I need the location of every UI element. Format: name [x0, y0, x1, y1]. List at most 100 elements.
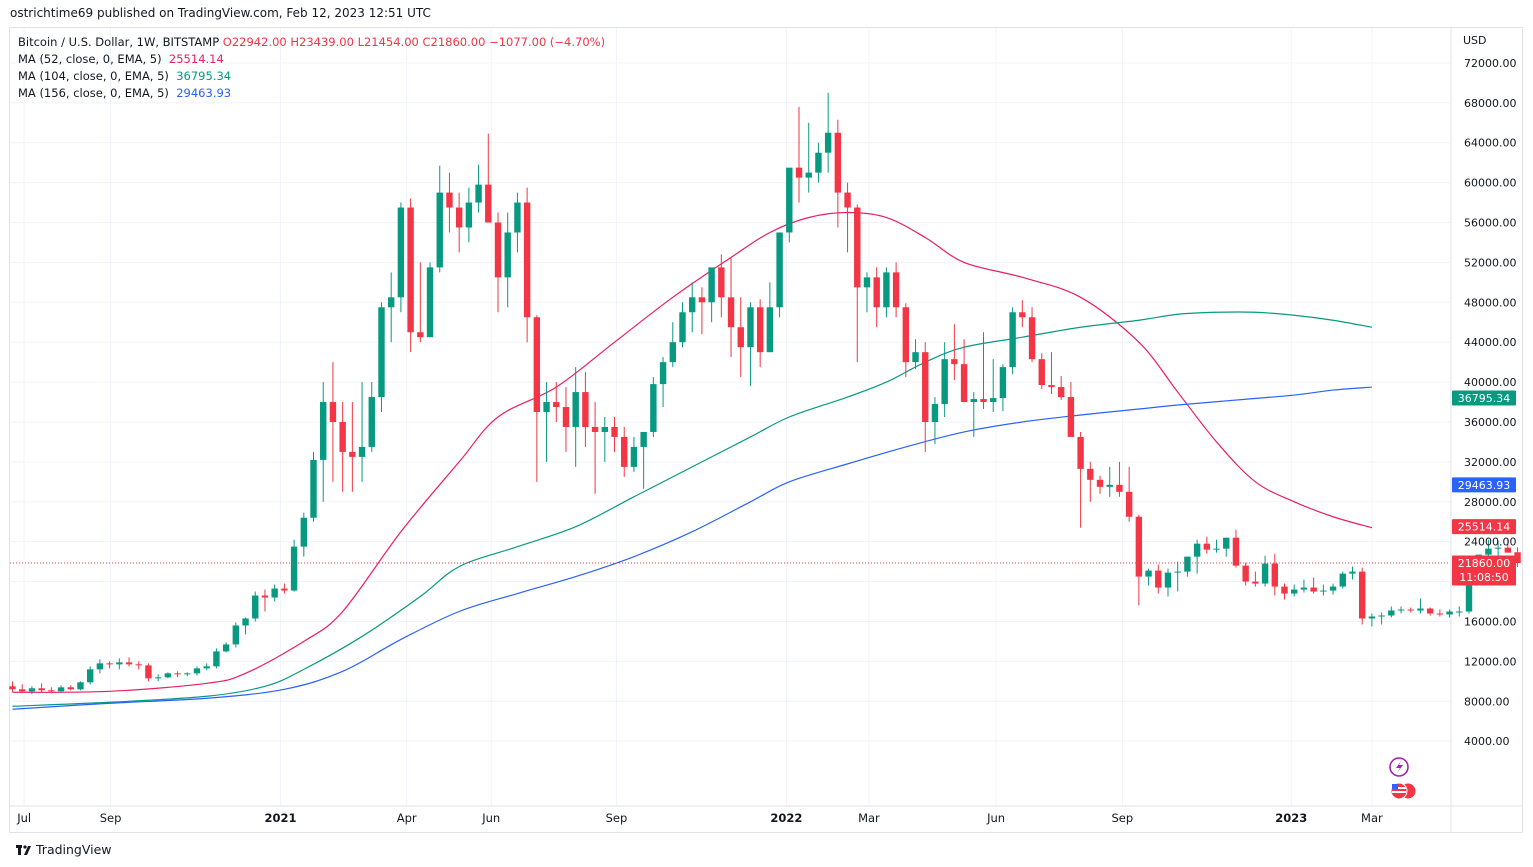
candle[interactable] — [931, 397, 939, 444]
candle[interactable] — [116, 658, 123, 670]
candle[interactable] — [960, 339, 968, 403]
candle[interactable] — [1485, 539, 1492, 558]
candle[interactable] — [873, 267, 880, 328]
us-flag-icon[interactable] — [1390, 782, 1417, 800]
candle[interactable] — [1417, 598, 1424, 614]
candle[interactable] — [426, 262, 434, 338]
candle[interactable] — [86, 666, 94, 685]
candle[interactable] — [863, 272, 871, 313]
candle[interactable] — [1213, 539, 1220, 553]
candle[interactable] — [77, 681, 84, 691]
candle[interactable] — [1009, 307, 1016, 375]
candle[interactable] — [747, 302, 754, 387]
candle[interactable] — [795, 106, 803, 203]
candle[interactable] — [455, 192, 463, 253]
candle[interactable] — [1291, 584, 1298, 597]
candle[interactable] — [1057, 376, 1065, 401]
candle[interactable] — [523, 187, 531, 343]
candle[interactable] — [776, 232, 783, 318]
bolt-icon[interactable] — [1389, 757, 1409, 777]
candle[interactable] — [320, 382, 327, 502]
candle[interactable] — [669, 322, 676, 368]
candle[interactable] — [310, 451, 317, 522]
candle[interactable] — [1077, 431, 1084, 528]
candle[interactable] — [630, 436, 638, 472]
candle[interactable] — [756, 299, 764, 368]
candle[interactable] — [1135, 514, 1143, 606]
candle[interactable] — [329, 362, 337, 482]
candle[interactable] — [1320, 584, 1327, 596]
candle[interactable] — [465, 187, 473, 243]
candle[interactable] — [659, 357, 667, 408]
candle[interactable] — [28, 686, 36, 695]
candle[interactable] — [970, 392, 977, 437]
candle[interactable] — [378, 302, 385, 413]
candle[interactable] — [640, 431, 647, 489]
ma-156-row[interactable]: MA (156, close, 0, EMA, 5) 29463.93 — [18, 85, 605, 102]
candle[interactable] — [514, 192, 521, 253]
candle[interactable] — [941, 342, 948, 417]
candle[interactable] — [1300, 579, 1308, 593]
candle[interactable] — [242, 617, 249, 635]
candle[interactable] — [300, 512, 307, 557]
candle[interactable] — [222, 642, 230, 653]
candle[interactable] — [1271, 553, 1278, 596]
candle[interactable] — [1252, 571, 1259, 587]
candle[interactable] — [1494, 540, 1502, 556]
candle[interactable] — [1038, 353, 1045, 390]
candle[interactable] — [1193, 539, 1201, 574]
candle[interactable] — [601, 417, 609, 462]
candle[interactable] — [203, 663, 210, 671]
footer-brand[interactable]: TradingView — [16, 842, 112, 857]
candle[interactable] — [883, 267, 890, 318]
candle[interactable] — [582, 372, 589, 447]
candle[interactable] — [1504, 538, 1512, 553]
candle[interactable] — [737, 297, 744, 378]
candle[interactable] — [96, 659, 104, 674]
candle[interactable] — [1329, 583, 1337, 595]
candle[interactable] — [145, 663, 152, 682]
candle[interactable] — [1028, 307, 1036, 363]
candle[interactable] — [912, 339, 919, 370]
candle[interactable] — [1048, 352, 1055, 395]
candle[interactable] — [1310, 577, 1317, 594]
candle[interactable] — [689, 282, 696, 333]
candle[interactable] — [232, 622, 240, 648]
candle[interactable] — [184, 672, 191, 677]
candle[interactable] — [417, 262, 424, 343]
ma-line[interactable] — [12, 211, 1373, 693]
candle[interactable] — [1378, 612, 1385, 625]
candle[interactable] — [271, 584, 278, 602]
candle[interactable] — [1242, 562, 1249, 586]
candle[interactable] — [339, 402, 346, 492]
candle[interactable] — [1407, 607, 1414, 613]
ma-52-row[interactable]: MA (52, close, 0, EMA, 5) 25514.14 — [18, 51, 605, 68]
candle[interactable] — [48, 687, 55, 694]
candle[interactable] — [1358, 567, 1366, 625]
candle[interactable] — [19, 684, 26, 694]
candle[interactable] — [815, 142, 822, 183]
candle[interactable] — [999, 364, 1007, 412]
candle[interactable] — [1067, 382, 1075, 437]
candle[interactable] — [1436, 609, 1444, 617]
candle[interactable] — [922, 342, 929, 452]
candle[interactable] — [174, 671, 181, 678]
candle[interactable] — [951, 324, 958, 381]
candle[interactable] — [533, 315, 541, 482]
candle[interactable] — [387, 272, 395, 343]
candle[interactable] — [1232, 529, 1240, 568]
ma-line[interactable] — [12, 311, 1373, 707]
candle[interactable] — [1446, 609, 1453, 618]
candle[interactable] — [611, 417, 618, 452]
candle[interactable] — [562, 387, 570, 452]
candle[interactable] — [1174, 561, 1181, 592]
candle[interactable] — [1514, 547, 1521, 568]
candle[interactable] — [261, 589, 269, 612]
candle[interactable] — [154, 674, 162, 682]
candle[interactable] — [252, 591, 259, 622]
candle[interactable] — [1096, 475, 1104, 494]
candle[interactable] — [281, 583, 288, 594]
candle[interactable] — [786, 167, 793, 243]
candle[interactable] — [834, 119, 842, 228]
